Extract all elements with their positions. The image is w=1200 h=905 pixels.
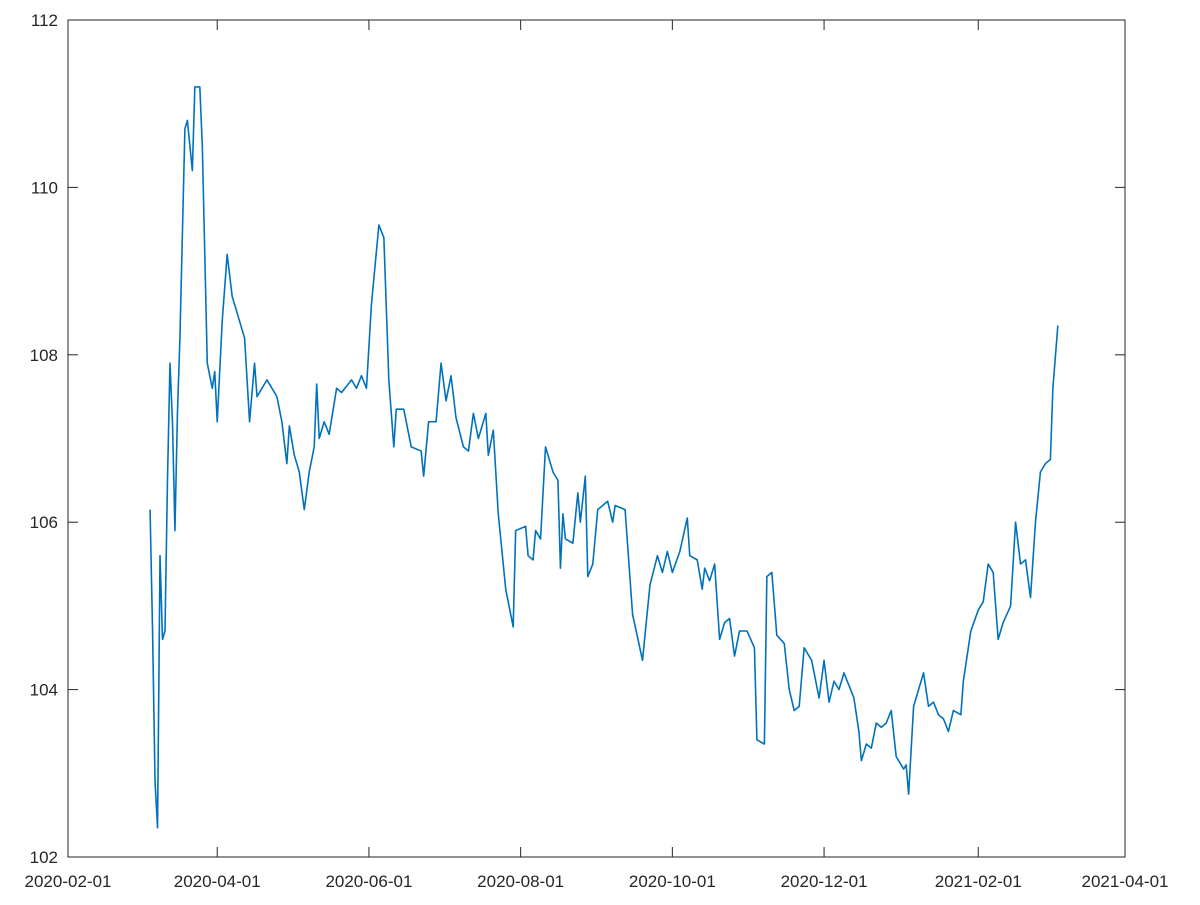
- y-tick-label: 112: [31, 11, 58, 30]
- y-tick-label: 104: [30, 681, 58, 700]
- x-tick-label: 2020-10-01: [629, 872, 716, 891]
- x-tick-label: 2021-02-01: [935, 872, 1022, 891]
- x-tick-label: 2021-04-01: [1082, 872, 1169, 891]
- y-tick-label: 102: [30, 848, 58, 867]
- y-tick-label: 106: [30, 513, 58, 532]
- x-tick-label: 2020-04-01: [174, 872, 261, 891]
- x-tick-label: 2020-02-01: [25, 872, 112, 891]
- y-tick-label: 108: [30, 346, 58, 365]
- y-tick-label: 110: [31, 178, 58, 197]
- x-tick-label: 2020-08-01: [477, 872, 564, 891]
- line-series: [149, 86, 1059, 829]
- x-tick-label: 2020-06-01: [325, 872, 412, 891]
- plot-area: [67, 19, 1126, 858]
- x-tick-label: 2020-12-01: [781, 872, 868, 891]
